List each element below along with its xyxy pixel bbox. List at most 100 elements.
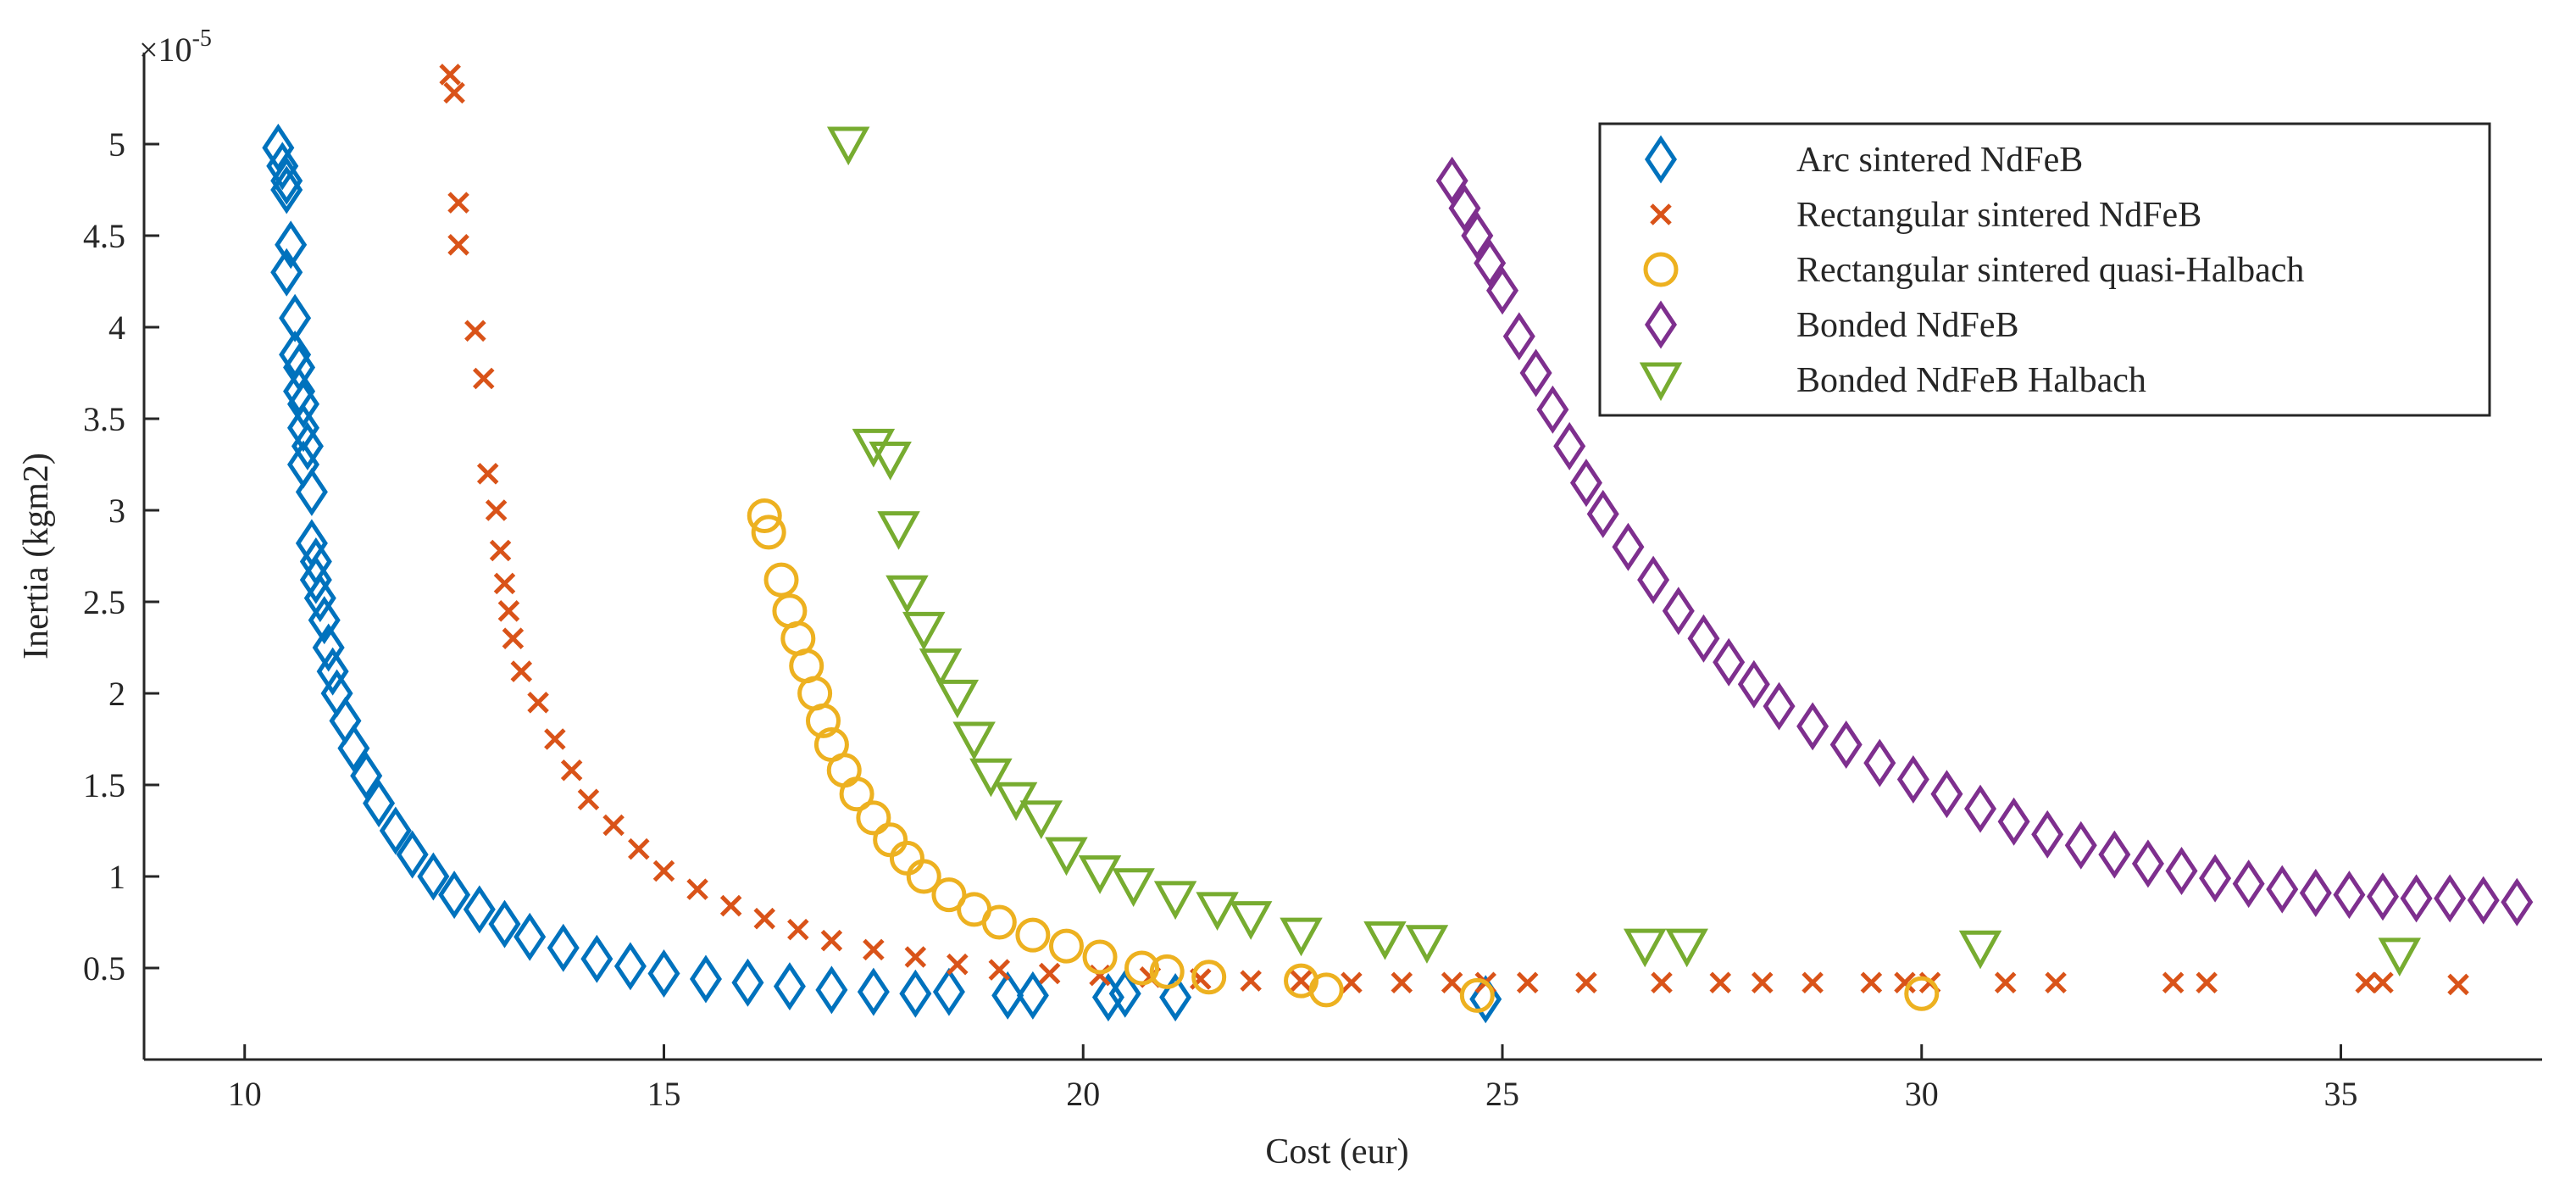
data-point <box>1391 971 1413 994</box>
data-point <box>1196 892 1239 932</box>
data-point <box>1469 975 1502 1024</box>
data-point <box>902 611 946 651</box>
x-tick-label: 35 <box>2324 1075 2358 1113</box>
data-point <box>856 800 891 836</box>
data-point <box>1459 977 1495 1013</box>
data-point <box>488 899 521 949</box>
data-point <box>497 600 520 622</box>
data-point <box>2447 973 2469 996</box>
data-point <box>2162 971 2185 994</box>
data-point <box>337 724 370 773</box>
data-point <box>947 953 969 976</box>
data-point <box>510 660 533 682</box>
data-point <box>2366 872 2399 921</box>
data-point <box>931 877 967 913</box>
data-point <box>312 623 345 672</box>
series-3 <box>1435 156 2534 926</box>
y-tick-label: 3 <box>108 492 125 530</box>
data-point <box>447 234 469 256</box>
data-point <box>686 878 708 900</box>
data-point <box>303 574 336 623</box>
data-point <box>270 156 303 205</box>
data-point <box>1486 266 1519 315</box>
data-point <box>279 293 312 342</box>
data-point <box>2434 874 2467 923</box>
data-point <box>2299 868 2332 917</box>
data-point <box>2467 876 2500 925</box>
data-point <box>1860 971 1883 994</box>
data-point <box>2333 871 2366 920</box>
data-point <box>1016 971 1049 1020</box>
data-point <box>2131 839 2164 888</box>
data-point <box>857 967 890 1016</box>
data-point <box>652 860 675 882</box>
legend-marker <box>1644 135 1678 184</box>
data-point <box>1896 755 1929 804</box>
data-point <box>2378 937 2422 977</box>
data-point <box>485 499 508 521</box>
data-point <box>1435 156 1468 205</box>
data-point <box>1405 925 1449 964</box>
data-point <box>502 627 525 649</box>
data-point <box>1048 928 1084 964</box>
data-point <box>2031 809 2064 859</box>
data-point <box>1516 971 1539 994</box>
data-point <box>443 81 465 104</box>
y-tick-label: 4.5 <box>83 217 125 255</box>
data-point <box>753 907 776 930</box>
data-point <box>1191 960 1227 995</box>
data-point <box>1904 976 1940 1011</box>
data-point <box>1290 970 1313 992</box>
data-point <box>463 885 496 934</box>
y-ticks: 0.5 1 1.5 2 2.5 3 3.5 4 4.5 5 <box>83 125 159 988</box>
data-point <box>527 692 549 714</box>
data-point <box>988 959 1011 981</box>
data-point <box>1502 312 1535 361</box>
data-point <box>417 852 450 901</box>
data-point <box>2045 971 2067 994</box>
data-point <box>447 192 469 214</box>
data-point <box>751 515 786 550</box>
data-point <box>2232 860 2265 909</box>
data-point <box>1737 659 1770 709</box>
y-tick-label: 2.5 <box>83 583 125 621</box>
data-point <box>1082 939 1118 975</box>
data-point <box>1461 211 1494 260</box>
data-point <box>863 938 885 961</box>
y-multiplier: ×10-5 <box>139 25 212 69</box>
data-point <box>1623 928 1667 968</box>
legend-marker <box>1639 362 1683 402</box>
data-point <box>2501 877 2534 926</box>
data-point <box>1015 917 1051 953</box>
legend-box <box>1598 122 2491 417</box>
y-axis-label: Inertia (kgm2) <box>17 453 56 659</box>
data-point <box>1612 522 1645 571</box>
data-point <box>514 912 547 961</box>
data-point <box>899 969 932 1018</box>
data-point <box>1038 962 1061 985</box>
data-point <box>852 428 896 468</box>
data-point <box>994 782 1038 821</box>
data-point <box>1280 917 1323 957</box>
x-axis-label: Cost (eur) <box>1265 1132 1408 1171</box>
data-point <box>1894 971 1916 994</box>
x-tick-label: 30 <box>1905 1075 1939 1113</box>
data-point <box>1687 614 1720 663</box>
data-point <box>1124 950 1160 986</box>
data-point <box>839 776 874 812</box>
data-point <box>935 679 980 719</box>
data-point <box>1665 928 1708 968</box>
data-point <box>379 806 412 855</box>
y-tick-label: 1 <box>108 858 125 896</box>
data-point <box>270 165 303 214</box>
data-point <box>547 923 580 972</box>
data-point <box>877 511 920 550</box>
data-point <box>647 949 680 998</box>
y-tick-label: 2 <box>108 675 125 713</box>
data-point <box>577 788 600 811</box>
data-point <box>719 894 742 917</box>
data-point <box>287 403 320 453</box>
data-point <box>763 562 799 598</box>
legend-marker <box>1650 203 1672 225</box>
